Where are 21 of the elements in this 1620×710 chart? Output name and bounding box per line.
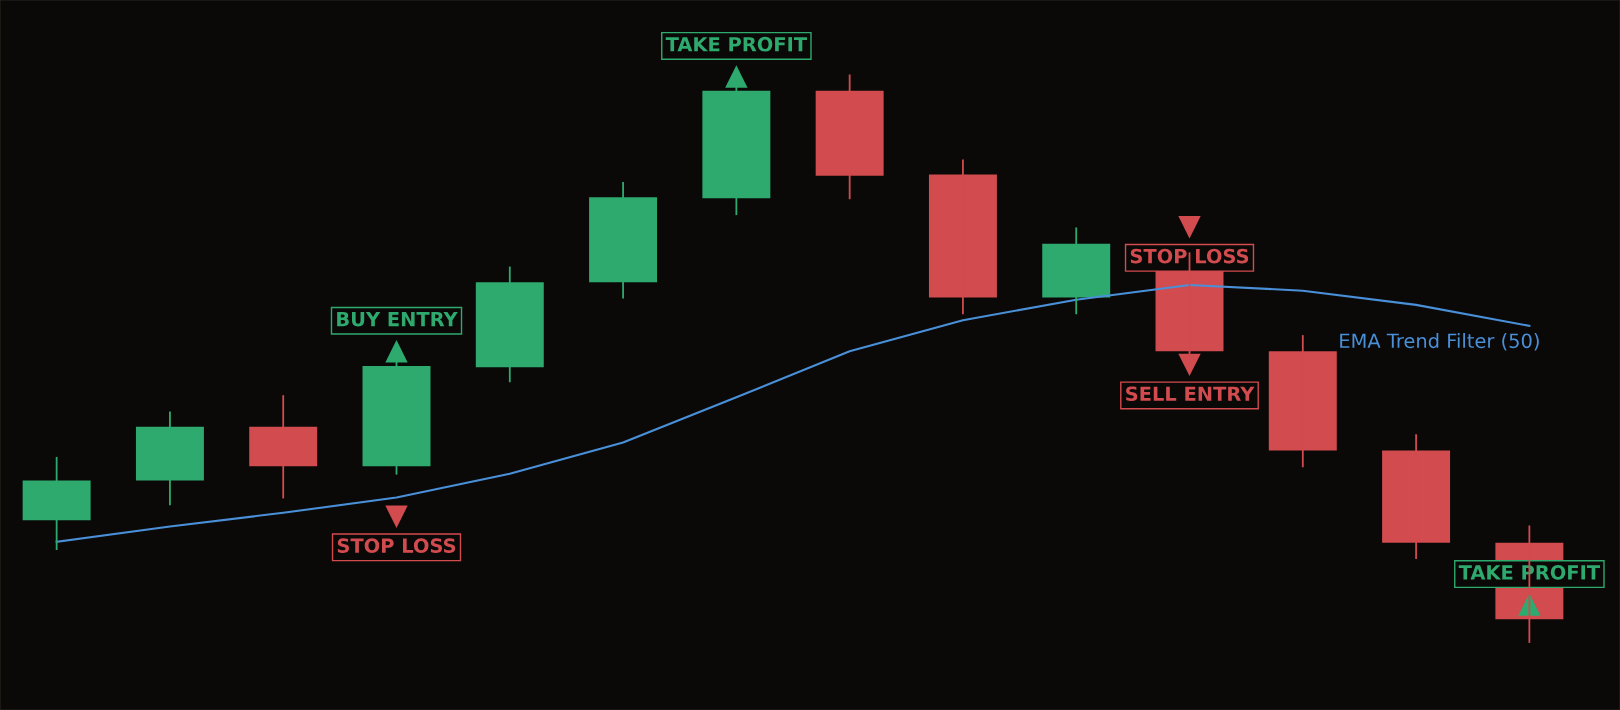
candlestick (815, 74, 884, 200)
candlestick (1268, 335, 1337, 468)
candlestick (249, 395, 318, 499)
candlestick (928, 159, 997, 315)
text: STOP LOSS (337, 538, 456, 553)
series-label: STOP LOSS (1130, 248, 1249, 264)
series-label: SELL ENTRY (1126, 386, 1255, 402)
point (385, 340, 408, 363)
point (1178, 353, 1201, 377)
candlestick (22, 456, 91, 550)
candlestick (589, 182, 658, 299)
series-label: TAKE PROFIT (665, 36, 807, 52)
series-label: EMA Trend Filter (50) (1340, 333, 1539, 351)
candlestick (475, 266, 544, 383)
point (385, 505, 408, 528)
candlestick (135, 411, 204, 506)
candlestick (1382, 434, 1451, 560)
series-label: BUY ENTRY (337, 311, 458, 327)
point (1178, 216, 1201, 239)
candlestick (1042, 227, 1111, 315)
point (725, 65, 748, 88)
